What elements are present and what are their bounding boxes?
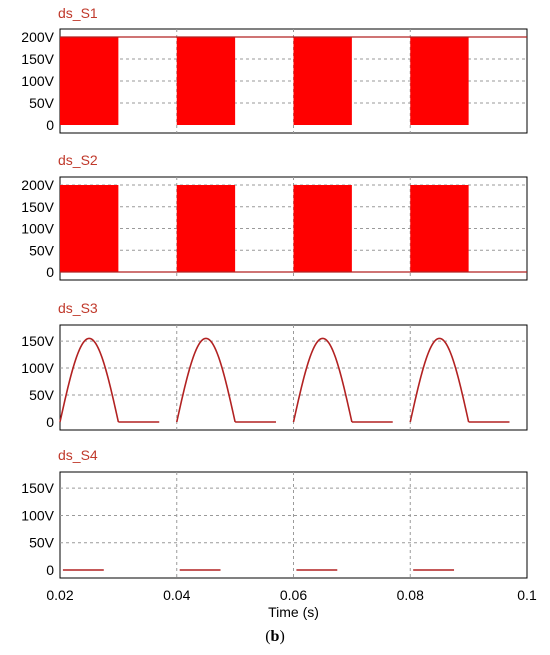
pwm-block	[60, 37, 119, 125]
y-tick-label: 0	[46, 264, 54, 280]
y-tick-label: 100V	[21, 507, 54, 523]
y-tick-label: 50V	[29, 242, 55, 258]
pwm-block	[410, 37, 469, 125]
half-sine-curve	[59, 337, 120, 423]
y-tick-label: 200V	[21, 29, 54, 45]
y-tick-label: 100V	[21, 221, 54, 237]
y-tick-label: 0	[46, 117, 54, 133]
y-tick-label: 150V	[21, 199, 54, 215]
half-sine-curve	[409, 337, 470, 423]
y-tick-label: 50V	[29, 535, 55, 551]
pwm-block	[293, 37, 352, 125]
y-tick-label: 50V	[29, 95, 55, 111]
pwm-block	[410, 185, 469, 272]
y-tick-label: 50V	[29, 387, 55, 403]
plot-title-2: ds_S2	[58, 152, 98, 168]
plot-frame-3	[59, 324, 528, 431]
y-tick-label: 150V	[21, 333, 54, 349]
plot-title-4: ds_S4	[58, 447, 98, 463]
pwm-block	[60, 185, 119, 272]
pwm-block	[176, 185, 236, 272]
plot-title-3: ds_S3	[58, 300, 98, 316]
y-tick-label: 0	[46, 414, 54, 430]
x-tick-label: 0.08	[397, 587, 424, 603]
y-tick-label: 150V	[21, 480, 54, 496]
pwm-block	[293, 185, 352, 272]
x-tick-label: 0.02	[46, 587, 73, 603]
y-tick-label: 150V	[21, 51, 54, 67]
y-tick-label: 0	[46, 562, 54, 578]
half-sine-curve	[175, 337, 236, 423]
y-tick-label: 100V	[21, 360, 54, 376]
figure-caption: (b)	[265, 628, 285, 645]
y-tick-label: 200V	[21, 177, 54, 193]
plot-title-1: ds_S1	[58, 5, 98, 21]
x-tick-label: 0.04	[163, 587, 190, 603]
half-sine-curve	[292, 337, 353, 423]
x-tick-label: 0.06	[280, 587, 307, 603]
pwm-block	[176, 37, 236, 125]
x-tick-label: 0.1	[517, 587, 537, 603]
x-axis-label: Time (s)	[268, 604, 319, 620]
y-tick-label: 100V	[21, 73, 54, 89]
